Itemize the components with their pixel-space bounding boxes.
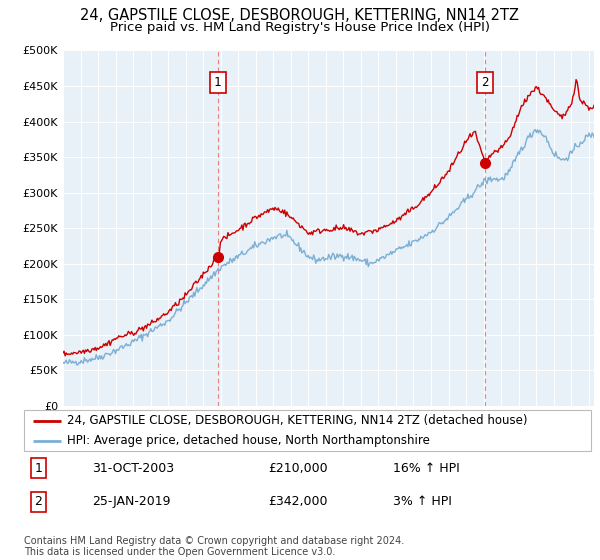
Text: 2: 2 — [481, 76, 488, 89]
Text: HPI: Average price, detached house, North Northamptonshire: HPI: Average price, detached house, Nort… — [67, 434, 430, 447]
Text: £210,000: £210,000 — [268, 462, 328, 475]
Text: 24, GAPSTILE CLOSE, DESBOROUGH, KETTERING, NN14 2TZ: 24, GAPSTILE CLOSE, DESBOROUGH, KETTERIN… — [80, 8, 520, 24]
Text: 3% ↑ HPI: 3% ↑ HPI — [392, 496, 451, 508]
Text: 31-OCT-2003: 31-OCT-2003 — [92, 462, 174, 475]
Text: 16% ↑ HPI: 16% ↑ HPI — [392, 462, 460, 475]
Text: 1: 1 — [34, 462, 42, 475]
Text: £342,000: £342,000 — [268, 496, 328, 508]
Text: Price paid vs. HM Land Registry's House Price Index (HPI): Price paid vs. HM Land Registry's House … — [110, 21, 490, 34]
Text: 24, GAPSTILE CLOSE, DESBOROUGH, KETTERING, NN14 2TZ (detached house): 24, GAPSTILE CLOSE, DESBOROUGH, KETTERIN… — [67, 414, 527, 427]
FancyBboxPatch shape — [24, 410, 591, 451]
Text: 25-JAN-2019: 25-JAN-2019 — [92, 496, 170, 508]
Text: 2: 2 — [34, 496, 42, 508]
Text: Contains HM Land Registry data © Crown copyright and database right 2024.
This d: Contains HM Land Registry data © Crown c… — [24, 535, 404, 557]
Text: 1: 1 — [214, 76, 221, 89]
